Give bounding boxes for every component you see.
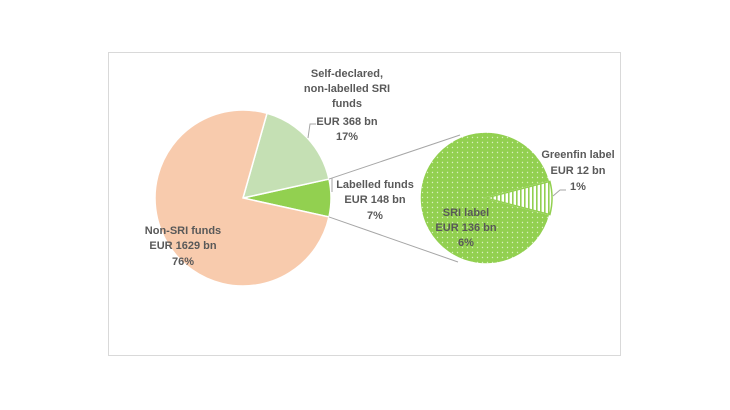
label-greenfin: Greenfin label EUR 12 bn 1%: [541, 149, 614, 193]
slice-greenfin-label: [483, 180, 553, 216]
slice-self-declared-non-labelled-sri-funds: [241, 112, 330, 200]
label-value: EUR 1629 bn: [149, 240, 217, 252]
connector-top: [328, 134, 461, 180]
label-value: EUR 148 bn: [344, 194, 405, 206]
leader-line-self-declared: [307, 123, 316, 139]
label-sri-label: SRI label EUR 136 bn 6%: [435, 207, 496, 249]
label-value: EUR 368 bn: [316, 116, 377, 128]
label-name: Non-SRI funds: [145, 225, 221, 237]
label-labelled-funds: Labelled funds EUR 148 bn 7%: [336, 179, 414, 222]
label-line: funds: [332, 98, 362, 110]
label-pct: 1%: [570, 181, 586, 193]
chart-area: [108, 52, 621, 356]
label-value: EUR 12 bn: [550, 165, 605, 177]
label-pct: 7%: [367, 210, 383, 222]
label-name: SRI label: [443, 207, 489, 219]
label-value: EUR 136 bn: [435, 222, 496, 234]
label-name: Greenfin label: [541, 149, 614, 161]
slice-non-sri-funds: [154, 109, 330, 287]
label-pct: 17%: [336, 131, 358, 143]
label-non-sri: Non-SRI funds EUR 1629 bn 76%: [145, 225, 221, 268]
label-self-declared: Self-declared, non-labelled SRI funds EU…: [304, 68, 390, 143]
label-name: Labelled funds: [336, 179, 414, 191]
label-line: non-labelled SRI: [304, 83, 390, 95]
label-pct: 6%: [458, 237, 474, 249]
connector-bottom: [328, 216, 459, 263]
label-pct: 76%: [172, 256, 194, 268]
label-line: Self-declared,: [311, 68, 383, 80]
leader-line-greenfin: [552, 189, 566, 197]
